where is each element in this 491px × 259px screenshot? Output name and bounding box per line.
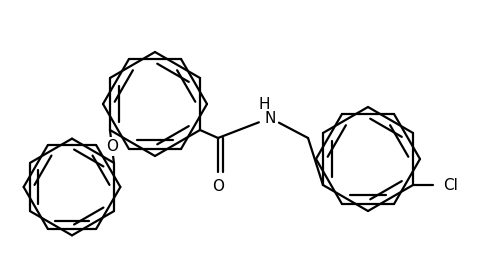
Text: O: O [106,139,118,154]
Text: Cl: Cl [443,177,458,192]
Text: H: H [258,97,270,112]
Text: N: N [264,111,276,126]
Text: O: O [212,178,224,193]
